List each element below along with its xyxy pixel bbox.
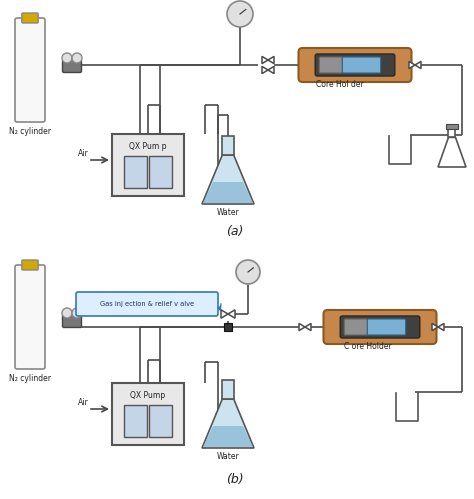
FancyBboxPatch shape [342, 57, 381, 73]
Polygon shape [203, 426, 253, 447]
Text: Gas inj ection & relief v alve: Gas inj ection & relief v alve [100, 301, 194, 307]
FancyBboxPatch shape [22, 260, 38, 270]
Text: N₂ cylinder: N₂ cylinder [9, 374, 51, 383]
Polygon shape [202, 155, 254, 204]
Text: Core Hol der: Core Hol der [316, 80, 364, 89]
Text: QX Pum p: QX Pum p [129, 142, 167, 151]
Polygon shape [221, 310, 228, 318]
Polygon shape [268, 66, 274, 73]
FancyBboxPatch shape [367, 319, 406, 335]
Text: Water: Water [217, 208, 239, 217]
Bar [124, 405, 147, 437]
Polygon shape [305, 323, 311, 331]
Polygon shape [262, 56, 268, 63]
Polygon shape [262, 66, 268, 73]
FancyBboxPatch shape [76, 292, 218, 316]
Polygon shape [432, 323, 438, 331]
Text: Air: Air [78, 149, 89, 158]
Text: (b): (b) [226, 474, 244, 487]
Bar [222, 380, 234, 399]
FancyBboxPatch shape [15, 18, 45, 122]
FancyBboxPatch shape [315, 54, 395, 76]
Bar [149, 156, 172, 188]
Text: (a): (a) [226, 226, 244, 239]
FancyBboxPatch shape [63, 59, 82, 72]
Text: N₂ cylinder: N₂ cylinder [9, 127, 51, 136]
Circle shape [236, 260, 260, 284]
Polygon shape [415, 61, 421, 68]
Circle shape [227, 1, 253, 27]
Bar [448, 129, 456, 137]
Text: QX Pump: QX Pump [130, 391, 165, 400]
Text: C ore Holder: C ore Holder [344, 342, 392, 351]
FancyBboxPatch shape [299, 48, 411, 82]
Circle shape [72, 53, 82, 63]
FancyBboxPatch shape [323, 310, 437, 344]
Circle shape [62, 308, 72, 318]
FancyBboxPatch shape [63, 314, 82, 327]
Circle shape [72, 308, 82, 318]
FancyBboxPatch shape [319, 57, 342, 73]
Polygon shape [409, 61, 415, 68]
Bar [149, 405, 172, 437]
Bar [447, 124, 457, 129]
Polygon shape [202, 399, 254, 448]
FancyBboxPatch shape [15, 265, 45, 369]
Polygon shape [438, 323, 444, 331]
FancyBboxPatch shape [22, 13, 38, 23]
FancyBboxPatch shape [344, 319, 367, 335]
Bar [112, 383, 184, 445]
Polygon shape [438, 137, 466, 167]
Polygon shape [268, 56, 274, 63]
Text: Water: Water [217, 452, 239, 461]
Text: Air: Air [78, 398, 89, 407]
Polygon shape [203, 182, 253, 203]
Bar [222, 136, 234, 155]
FancyBboxPatch shape [340, 316, 420, 338]
Bar [224, 323, 232, 331]
Polygon shape [299, 323, 305, 331]
Circle shape [62, 53, 72, 63]
Bar [124, 156, 147, 188]
Bar [112, 134, 184, 196]
Polygon shape [228, 310, 235, 318]
